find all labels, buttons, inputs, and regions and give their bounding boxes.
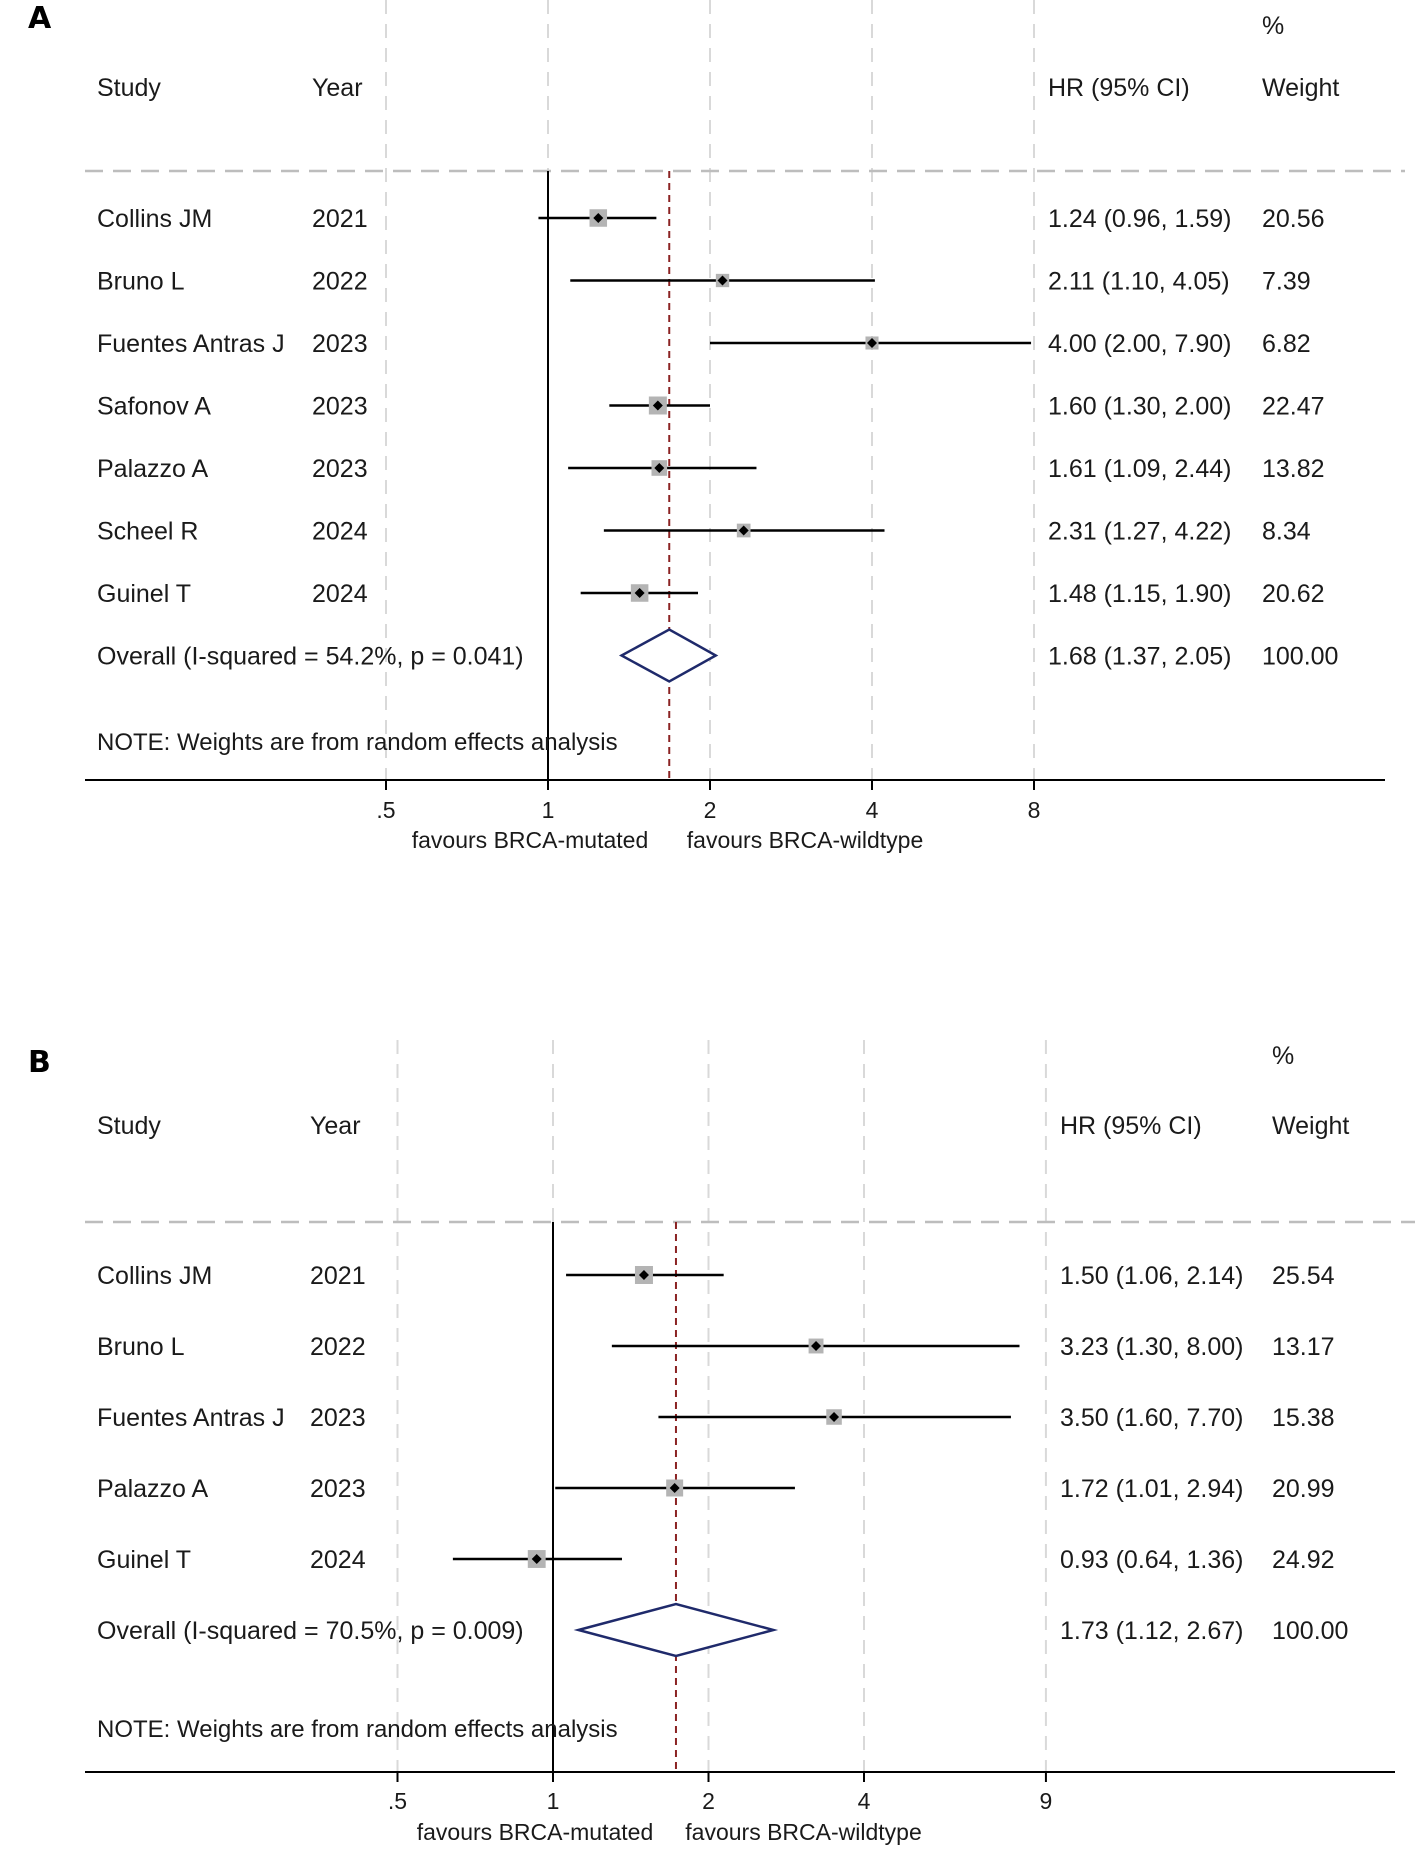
study-point-estimate: [829, 1412, 840, 1422]
study-weight: 8.34: [1262, 518, 1311, 546]
study-point-estimate: [738, 525, 749, 536]
favours-right-label: favours BRCA-wildtype: [685, 1819, 921, 1845]
study-point-estimate: [638, 1270, 649, 1280]
study-point-estimate: [717, 275, 728, 286]
header-year: Year: [310, 1112, 361, 1140]
study-year: 2021: [310, 1262, 366, 1290]
study-hr-ci: 1.24 (0.96, 1.59): [1048, 205, 1231, 233]
overall-hr-ci: 1.73 (1.12, 2.67): [1060, 1617, 1243, 1645]
study-year: 2023: [310, 1404, 366, 1432]
study-weight: 6.82: [1262, 330, 1311, 358]
x-axis-tick-label: 9: [1040, 1788, 1053, 1814]
header-percent: %: [1272, 1042, 1294, 1070]
study-hr-ci: 2.11 (1.10, 4.05): [1048, 268, 1230, 296]
study-weight: 15.38: [1272, 1404, 1335, 1432]
x-axis-tick-label: .5: [376, 797, 395, 823]
study-weight: 13.17: [1272, 1333, 1335, 1361]
header-hr-ci: HR (95% CI): [1060, 1112, 1202, 1140]
header-percent: %: [1262, 12, 1284, 40]
header-study: Study: [97, 74, 161, 102]
study-point-estimate: [652, 400, 663, 411]
x-axis-tick-label: 4: [858, 1788, 871, 1814]
study-name: Palazzo A: [97, 455, 209, 483]
study-weight: 24.92: [1272, 1546, 1335, 1574]
header-hr-ci: HR (95% CI): [1048, 74, 1190, 102]
favours-left-label: favours BRCA-mutated: [412, 827, 648, 853]
header-weight: Weight: [1272, 1112, 1349, 1140]
x-axis-tick-label: 1: [542, 797, 555, 823]
x-axis-tick-label: 2: [702, 1788, 715, 1814]
study-point-estimate: [593, 213, 604, 223]
study-name: Scheel R: [97, 518, 198, 546]
study-name: Bruno L: [97, 1333, 185, 1361]
study-point-estimate: [669, 1483, 680, 1493]
study-point-estimate: [811, 1341, 822, 1351]
study-year: 2022: [310, 1333, 366, 1361]
study-point-estimate: [867, 338, 877, 348]
study-name: Fuentes Antras J: [97, 330, 285, 358]
study-point-estimate: [531, 1554, 542, 1564]
overall-weight: 100.00: [1272, 1617, 1348, 1645]
study-weight: 20.99: [1272, 1475, 1335, 1503]
study-hr-ci: 3.50 (1.60, 7.70): [1060, 1404, 1243, 1432]
study-year: 2024: [312, 518, 368, 546]
study-name: Safonov A: [97, 393, 211, 421]
study-year: 2024: [310, 1546, 366, 1574]
study-name: Collins JM: [97, 1262, 212, 1290]
study-hr-ci: 3.23 (1.30, 8.00): [1060, 1333, 1243, 1361]
study-name: Bruno L: [97, 268, 185, 296]
study-weight: 25.54: [1272, 1262, 1335, 1290]
study-hr-ci: 0.93 (0.64, 1.36): [1060, 1546, 1243, 1574]
study-weight: 20.56: [1262, 205, 1325, 233]
x-axis-tick-label: 2: [704, 797, 717, 823]
x-axis-tick-label: 1: [547, 1788, 560, 1814]
favours-right-label: favours BRCA-wildtype: [687, 827, 923, 853]
x-axis-tick-label: .5: [388, 1788, 407, 1814]
overall-weight: 100.00: [1262, 643, 1338, 671]
overall-label: Overall (I-squared = 70.5%, p = 0.009): [97, 1617, 524, 1645]
forest-plot-panel-a: A % Study Year HR (95% CI) Weight Collins JM 20…: [28, 0, 1405, 853]
study-weight: 7.39: [1262, 268, 1311, 296]
study-point-estimate: [634, 588, 645, 598]
header-study: Study: [97, 1112, 161, 1140]
study-year: 2023: [312, 393, 368, 421]
study-name: Fuentes Antras J: [97, 1404, 285, 1432]
favours-left-label: favours BRCA-mutated: [417, 1819, 653, 1845]
study-name: Guinel T: [97, 1546, 191, 1574]
study-point-estimate: [654, 463, 665, 473]
study-year: 2021: [312, 205, 368, 233]
x-axis-tick-label: 8: [1028, 797, 1041, 823]
study-name: Palazzo A: [97, 1475, 209, 1503]
study-year: 2023: [312, 455, 368, 483]
overall-hr-ci: 1.68 (1.37, 2.05): [1048, 643, 1231, 671]
study-name: Guinel T: [97, 580, 191, 608]
study-hr-ci: 4.00 (2.00, 7.90): [1048, 330, 1231, 358]
panel-letter: A: [28, 1, 52, 36]
study-hr-ci: 1.72 (1.01, 2.94): [1060, 1475, 1243, 1503]
overall-effect-diamond: [618, 628, 719, 683]
weights-note: NOTE: Weights are from random effects an…: [97, 729, 618, 756]
panel-letter: B: [28, 1045, 51, 1080]
study-hr-ci: 1.61 (1.09, 2.44): [1048, 455, 1231, 483]
study-year: 2023: [310, 1475, 366, 1503]
study-weight: 22.47: [1262, 393, 1325, 421]
overall-label: Overall (I-squared = 54.2%, p = 0.041): [97, 643, 524, 671]
study-hr-ci: 1.50 (1.06, 2.14): [1060, 1262, 1243, 1290]
study-hr-ci: 1.60 (1.30, 2.00): [1048, 393, 1231, 421]
header-year: Year: [312, 74, 363, 102]
overall-effect-diamond: [573, 1602, 779, 1658]
study-name: Collins JM: [97, 205, 212, 233]
study-weight: 13.82: [1262, 455, 1325, 483]
study-year: 2024: [312, 580, 368, 608]
study-year: 2022: [312, 268, 368, 296]
weights-note: NOTE: Weights are from random effects an…: [97, 1716, 618, 1743]
study-hr-ci: 1.48 (1.15, 1.90): [1048, 580, 1231, 608]
x-axis-tick-label: 4: [866, 797, 879, 823]
study-weight: 20.62: [1262, 580, 1325, 608]
study-year: 2023: [312, 330, 368, 358]
study-hr-ci: 2.31 (1.27, 4.22): [1048, 518, 1231, 546]
header-weight: Weight: [1262, 74, 1339, 102]
